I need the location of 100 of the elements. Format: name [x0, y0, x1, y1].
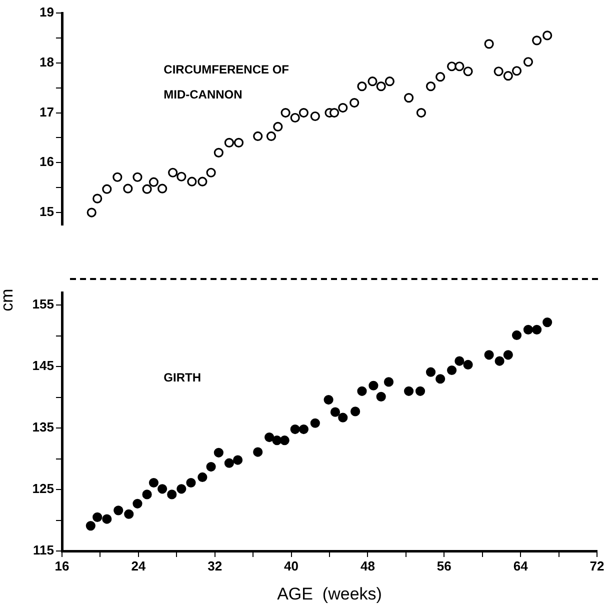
x-tick-label: 40: [284, 558, 299, 574]
point: [112, 172, 122, 182]
point: [324, 394, 334, 405]
point: [484, 39, 494, 49]
point: [310, 418, 320, 428]
point: [148, 478, 159, 488]
point: [338, 102, 348, 113]
point: [494, 356, 504, 366]
point: [290, 112, 300, 123]
y-tick-label: 18: [40, 54, 54, 70]
point: [280, 436, 290, 446]
point: [329, 108, 340, 118]
y-axis-title: cm: [0, 288, 18, 312]
point: [298, 424, 309, 434]
y-tick-label: 125: [32, 481, 54, 496]
point: [187, 176, 197, 186]
point: [264, 432, 274, 442]
point: [357, 386, 367, 396]
point: [376, 392, 386, 402]
point: [446, 62, 457, 72]
point: [167, 490, 177, 500]
point: [368, 76, 378, 86]
y-tick-label: 19: [40, 4, 54, 20]
point: [542, 30, 552, 40]
point: [376, 82, 386, 92]
point: [253, 447, 263, 457]
x-axis-title: AGE (weeks): [277, 584, 382, 604]
point: [436, 72, 446, 82]
y-tick-label: 16: [40, 154, 54, 170]
point: [454, 356, 464, 366]
point: [142, 490, 152, 500]
point: [416, 108, 426, 118]
point: [280, 108, 290, 118]
point: [532, 36, 542, 46]
point: [102, 184, 112, 194]
point: [132, 498, 142, 508]
point: [168, 168, 178, 178]
point: [454, 62, 464, 72]
point: [436, 374, 446, 384]
point: [198, 472, 208, 482]
point: [532, 324, 542, 334]
point: [542, 318, 552, 328]
point: [124, 509, 134, 519]
point: [503, 350, 513, 360]
x-tick-label: 16: [54, 558, 70, 574]
point: [92, 194, 102, 204]
point: [224, 138, 234, 148]
x-tick-label: 56: [436, 558, 452, 574]
point: [206, 168, 216, 178]
series-label: CIRCUMFERENCE OF MID-CANNON: [164, 62, 289, 102]
point: [114, 506, 124, 516]
point: [176, 484, 186, 494]
point: [266, 131, 276, 142]
y-tick-label: 115: [33, 542, 54, 558]
point: [298, 108, 309, 118]
point: [206, 462, 216, 472]
x-tick-label: 48: [360, 558, 375, 574]
point: [503, 71, 513, 81]
text: GIRTH: [164, 370, 201, 384]
point: [142, 184, 152, 194]
point: [132, 172, 142, 182]
x-tick-label: 24: [131, 558, 146, 574]
point: [214, 448, 224, 458]
point: [463, 360, 473, 370]
x-tick-label: 64: [513, 558, 529, 574]
point: [350, 406, 360, 416]
point: [426, 82, 436, 92]
point: [512, 330, 522, 340]
y-tick-label: 155: [32, 296, 54, 312]
x-tick-label: 72: [590, 558, 604, 574]
point: [102, 514, 112, 524]
point: [415, 386, 426, 396]
point: [92, 512, 102, 522]
point: [86, 520, 96, 531]
x-tick-label: 32: [208, 558, 222, 574]
point: [463, 66, 473, 76]
point: [357, 82, 367, 92]
point: [176, 172, 186, 182]
point: [290, 424, 300, 434]
point: [86, 208, 96, 218]
point: [224, 458, 234, 468]
point: [234, 138, 244, 148]
point: [214, 148, 224, 158]
point: [232, 455, 243, 465]
point: [272, 436, 282, 446]
point: [426, 367, 436, 377]
point: [198, 176, 208, 186]
y-tick-label: 15: [40, 204, 54, 220]
point: [310, 111, 320, 122]
point: [330, 407, 340, 417]
point: [253, 131, 263, 142]
point: [148, 177, 159, 187]
point: [523, 57, 534, 67]
point: [494, 66, 504, 76]
point: [384, 76, 394, 86]
y-tick-label: 17: [40, 104, 54, 120]
point: [523, 324, 534, 334]
point: [338, 412, 348, 422]
point: [404, 93, 414, 103]
point: [512, 66, 522, 76]
